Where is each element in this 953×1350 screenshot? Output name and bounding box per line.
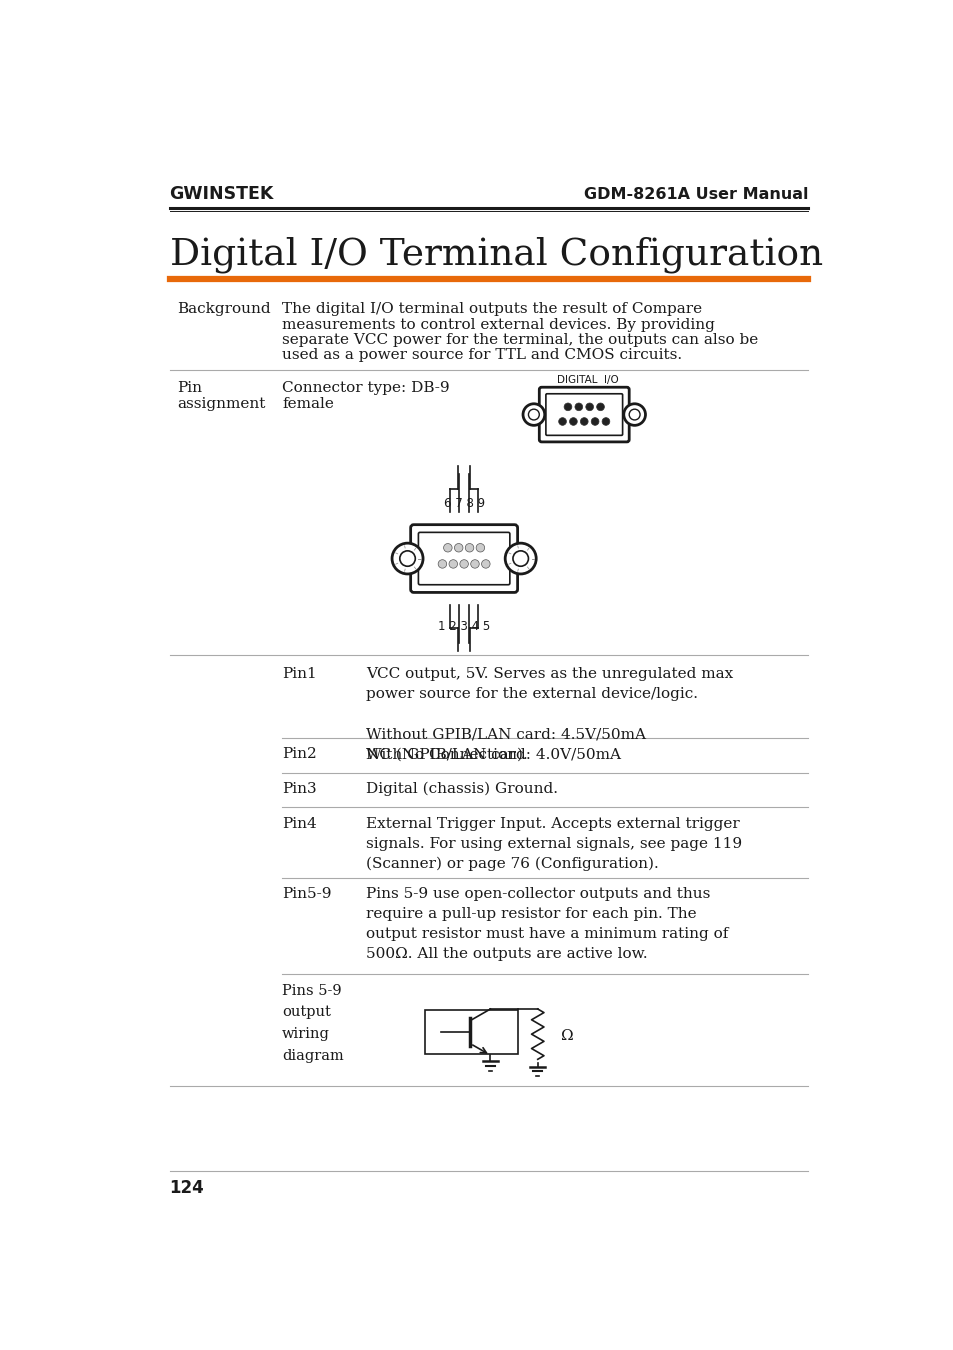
Circle shape: [449, 560, 457, 568]
Text: Background: Background: [177, 302, 271, 316]
Text: Digital I/O Terminal Configuration: Digital I/O Terminal Configuration: [170, 236, 821, 273]
Circle shape: [443, 544, 452, 552]
Text: assignment: assignment: [177, 397, 266, 410]
Circle shape: [505, 543, 536, 574]
Text: The digital I/O terminal outputs the result of Compare: The digital I/O terminal outputs the res…: [282, 302, 701, 316]
Circle shape: [563, 404, 571, 410]
Text: Pin4: Pin4: [282, 817, 316, 830]
Text: female: female: [282, 397, 334, 410]
Text: 1 2 3 4 5: 1 2 3 4 5: [437, 620, 490, 633]
Circle shape: [629, 409, 639, 420]
Circle shape: [601, 417, 609, 425]
Text: DIGITAL  I/O: DIGITAL I/O: [557, 375, 618, 385]
Circle shape: [459, 560, 468, 568]
Circle shape: [470, 560, 478, 568]
FancyBboxPatch shape: [418, 532, 509, 585]
Circle shape: [596, 404, 604, 410]
Circle shape: [454, 544, 462, 552]
Circle shape: [575, 404, 582, 410]
Circle shape: [513, 551, 528, 566]
Text: GWINSTEK: GWINSTEK: [170, 185, 274, 204]
Circle shape: [623, 404, 645, 425]
Circle shape: [476, 544, 484, 552]
Circle shape: [579, 417, 587, 425]
Circle shape: [481, 560, 490, 568]
Text: VCC output, 5V. Serves as the unregulated max
power source for the external devi: VCC output, 5V. Serves as the unregulate…: [365, 667, 732, 761]
Bar: [425, 1010, 517, 1054]
Text: Pin3: Pin3: [282, 782, 316, 796]
Text: Pin1: Pin1: [282, 667, 316, 682]
Text: GDM-8261A User Manual: GDM-8261A User Manual: [583, 186, 807, 202]
Text: Digital (chassis) Ground.: Digital (chassis) Ground.: [365, 782, 558, 796]
Text: Connector type: DB-9: Connector type: DB-9: [282, 382, 449, 396]
Text: NC (No Connection).: NC (No Connection).: [365, 747, 527, 761]
Text: Pin2: Pin2: [282, 747, 316, 761]
Text: used as a power source for TTL and CMOS circuits.: used as a power source for TTL and CMOS …: [282, 348, 681, 362]
Text: separate VCC power for the terminal, the outputs can also be: separate VCC power for the terminal, the…: [282, 333, 758, 347]
Text: Ω: Ω: [560, 1029, 573, 1044]
FancyBboxPatch shape: [545, 394, 622, 435]
Circle shape: [465, 544, 474, 552]
Text: External Trigger Input. Accepts external trigger
signals. For using external sig: External Trigger Input. Accepts external…: [365, 817, 741, 871]
Text: Pins 5-9 use open-collector outputs and thus
require a pull-up resistor for each: Pins 5-9 use open-collector outputs and …: [365, 887, 727, 961]
Circle shape: [528, 409, 538, 420]
Circle shape: [392, 543, 422, 574]
FancyBboxPatch shape: [538, 387, 629, 441]
Text: Pin5-9: Pin5-9: [282, 887, 331, 902]
Text: Pin: Pin: [177, 382, 202, 396]
Text: measurements to control external devices. By providing: measurements to control external devices…: [282, 317, 714, 332]
Text: 124: 124: [170, 1179, 204, 1196]
Circle shape: [522, 404, 544, 425]
Text: 6 7 8 9: 6 7 8 9: [443, 497, 484, 510]
Circle shape: [591, 417, 598, 425]
Circle shape: [399, 551, 415, 566]
Circle shape: [569, 417, 577, 425]
Circle shape: [558, 417, 566, 425]
Text: Pins 5-9
output
wiring
diagram: Pins 5-9 output wiring diagram: [282, 984, 343, 1062]
Circle shape: [437, 560, 446, 568]
FancyBboxPatch shape: [410, 525, 517, 593]
Circle shape: [585, 404, 593, 410]
